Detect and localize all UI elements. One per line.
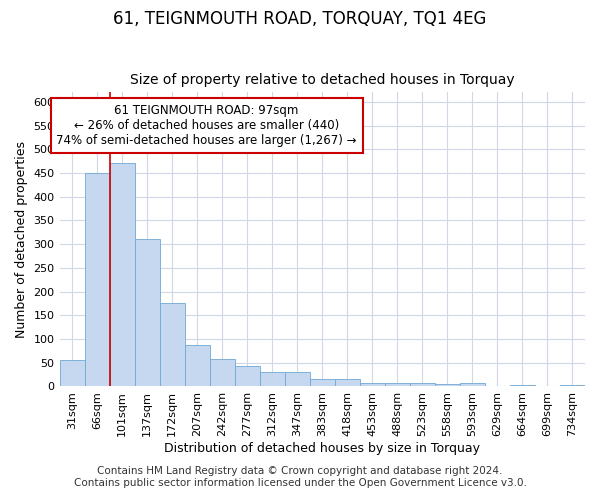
Bar (560, 384, 585, 386)
Text: 61 TEIGNMOUTH ROAD: 97sqm
← 26% of detached houses are smaller (440)
74% of semi: 61 TEIGNMOUTH ROAD: 97sqm ← 26% of detac… (56, 104, 357, 147)
Bar (185, 344, 209, 387)
Bar (85, 173, 110, 386)
Bar (335, 380, 360, 386)
Bar (134, 239, 160, 386)
Title: Size of property relative to detached houses in Torquay: Size of property relative to detached ho… (130, 73, 515, 87)
Bar (110, 162, 134, 386)
Bar (385, 382, 410, 386)
Bar (59, 360, 85, 386)
Bar (510, 384, 535, 386)
Bar (160, 303, 185, 386)
X-axis label: Distribution of detached houses by size in Torquay: Distribution of detached houses by size … (164, 442, 480, 455)
Bar (260, 372, 285, 386)
Bar (435, 384, 460, 386)
Text: 61, TEIGNMOUTH ROAD, TORQUAY, TQ1 4EG: 61, TEIGNMOUTH ROAD, TORQUAY, TQ1 4EG (113, 10, 487, 28)
Text: Contains HM Land Registry data © Crown copyright and database right 2024.
Contai: Contains HM Land Registry data © Crown c… (74, 466, 526, 487)
Bar (360, 382, 385, 386)
Bar (460, 382, 485, 386)
Bar (410, 382, 435, 386)
Bar (285, 372, 310, 386)
Bar (209, 359, 235, 386)
Bar (310, 380, 335, 386)
Bar (235, 366, 260, 386)
Y-axis label: Number of detached properties: Number of detached properties (15, 141, 28, 338)
